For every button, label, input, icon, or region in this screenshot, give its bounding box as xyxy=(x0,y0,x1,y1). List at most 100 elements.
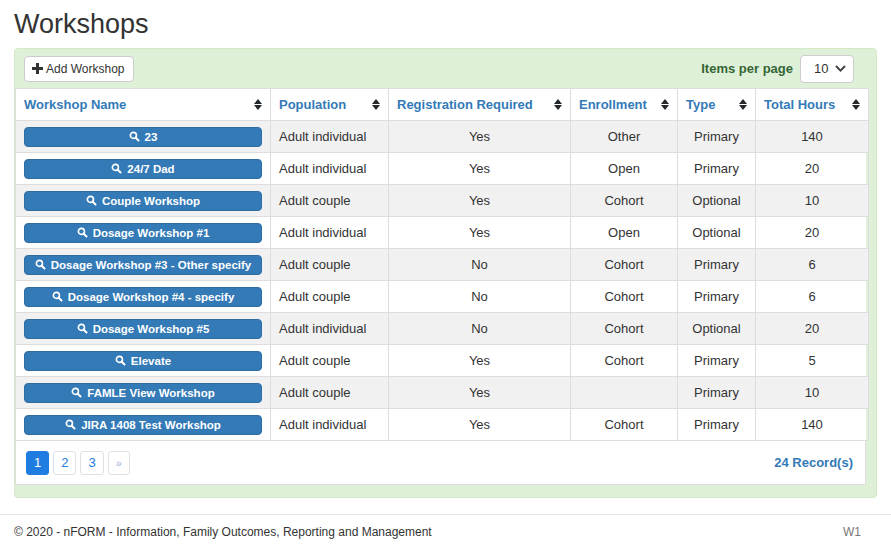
table-row: Dosage Workshop #3 - Other specify Adult … xyxy=(16,249,869,281)
workshop-name-button[interactable]: FAMLE View Workshop xyxy=(24,383,262,403)
sort-icon[interactable] xyxy=(852,99,860,110)
workshop-name-button[interactable]: 23 xyxy=(24,127,262,147)
search-icon xyxy=(129,131,140,142)
search-icon xyxy=(77,323,88,334)
type-cell: Primary xyxy=(678,345,756,377)
sort-icon[interactable] xyxy=(739,99,747,110)
workshop-name-cell: FAMLE View Workshop xyxy=(16,377,271,409)
total-hours-cell: 10 xyxy=(756,185,869,217)
enrollment-cell: Cohort xyxy=(571,313,678,345)
workshop-name-button[interactable]: Couple Workshop xyxy=(24,191,262,211)
table-row: Dosage Workshop #1Adult individualYesOpe… xyxy=(16,217,869,249)
pagination-page-3[interactable]: 3 xyxy=(80,451,103,475)
pagination-page-2[interactable]: 2 xyxy=(53,451,76,475)
type-cell: Primary xyxy=(678,409,756,441)
workshop-name-button[interactable]: Dosage Workshop #1 xyxy=(24,223,262,243)
workshop-name-cell: Dosage Workshop #1 xyxy=(16,217,271,249)
workshop-name-cell: 23 xyxy=(16,121,271,153)
total-hours-cell: 20 xyxy=(756,153,869,185)
type-cell: Primary xyxy=(678,249,756,281)
column-header-population[interactable]: Population xyxy=(271,89,389,121)
workshop-name-button[interactable]: JIRA 1408 Test Workshop xyxy=(24,415,262,435)
sort-icon[interactable] xyxy=(372,99,380,110)
workshop-name-button[interactable]: Dosage Workshop #5 xyxy=(24,319,262,339)
page-footer: © 2020 - nFORM - Information, Family Out… xyxy=(0,515,891,549)
enrollment-cell: Cohort xyxy=(571,409,678,441)
table-footer: 123» 24 Record(s) xyxy=(15,441,866,485)
items-per-page-value: 10 xyxy=(814,61,828,76)
workshop-name-cell: Dosage Workshop #5 xyxy=(16,313,271,345)
workshops-table: Workshop Name Population Registration Requ… xyxy=(15,88,869,441)
workshop-name-label: Elevate xyxy=(131,355,171,367)
sort-icon[interactable] xyxy=(661,99,669,110)
workshop-name-label: Dosage Workshop #1 xyxy=(93,227,210,239)
enrollment-cell: Cohort xyxy=(571,185,678,217)
workshop-name-cell: Couple Workshop xyxy=(16,185,271,217)
population-cell: Adult couple xyxy=(271,249,389,281)
workshop-name-button[interactable]: Dosage Workshop #3 - Other specify xyxy=(24,255,262,275)
population-cell: Adult couple xyxy=(271,185,389,217)
column-label: Total Hours xyxy=(764,97,835,112)
version-label: W1 xyxy=(843,525,861,539)
sort-icon[interactable] xyxy=(254,99,262,110)
workshop-name-button[interactable]: Dosage Workshop #4 - specify xyxy=(24,287,262,307)
workshop-name-button[interactable]: Elevate xyxy=(24,351,262,371)
column-label: Population xyxy=(279,97,346,112)
workshop-name-label: Couple Workshop xyxy=(102,195,200,207)
registration-required-cell: No xyxy=(389,281,571,313)
type-cell: Optional xyxy=(678,217,756,249)
column-header-registration-required[interactable]: Registration Required xyxy=(389,89,571,121)
population-cell: Adult individual xyxy=(271,313,389,345)
enrollment-cell xyxy=(571,377,678,409)
records-count: 24 Record(s) xyxy=(774,455,853,470)
type-cell: Primary xyxy=(678,121,756,153)
search-icon xyxy=(111,163,122,174)
column-label: Workshop Name xyxy=(24,97,126,112)
search-icon xyxy=(52,291,63,302)
column-label: Enrollment xyxy=(579,97,647,112)
population-cell: Adult individual xyxy=(271,409,389,441)
search-icon xyxy=(65,419,76,430)
table-row: 24/7 DadAdult individualYesOpenPrimary20 xyxy=(16,153,869,185)
search-icon xyxy=(35,259,46,270)
plus-icon xyxy=(32,63,43,74)
workshop-name-label: Dosage Workshop #5 xyxy=(93,323,210,335)
workshop-name-button[interactable]: 24/7 Dad xyxy=(24,159,262,179)
workshop-name-cell: JIRA 1408 Test Workshop xyxy=(16,409,271,441)
population-cell: Adult individual xyxy=(271,217,389,249)
workshop-name-cell: Dosage Workshop #4 - specify xyxy=(16,281,271,313)
panel-toolbar: Add Workshop Items per page 10 xyxy=(15,49,876,88)
workshop-name-label: 24/7 Dad xyxy=(127,163,174,175)
pagination-next-button[interactable]: » xyxy=(108,451,130,475)
type-cell: Optional xyxy=(678,313,756,345)
add-workshop-button[interactable]: Add Workshop xyxy=(24,56,134,82)
total-hours-cell: 10 xyxy=(756,377,869,409)
search-icon xyxy=(71,387,82,398)
total-hours-cell: 20 xyxy=(756,217,869,249)
workshop-name-label: JIRA 1408 Test Workshop xyxy=(81,419,221,431)
search-icon xyxy=(86,195,97,206)
type-cell: Primary xyxy=(678,281,756,313)
type-cell: Primary xyxy=(678,377,756,409)
population-cell: Adult couple xyxy=(271,377,389,409)
items-per-page: Items per page 10 xyxy=(701,55,854,83)
chevron-down-icon xyxy=(835,65,846,72)
column-header-total-hours[interactable]: Total Hours xyxy=(756,89,869,121)
pagination-page-1[interactable]: 1 xyxy=(26,451,49,475)
registration-required-cell: Yes xyxy=(389,409,571,441)
copyright-text: © 2020 - nFORM - Information, Family Out… xyxy=(14,525,432,539)
table-row: FAMLE View WorkshopAdult coupleYesPrimar… xyxy=(16,377,869,409)
sort-icon[interactable] xyxy=(554,99,562,110)
workshop-name-cell: 24/7 Dad xyxy=(16,153,271,185)
enrollment-cell: Open xyxy=(571,217,678,249)
table-row: Couple WorkshopAdult coupleYesCohortOpti… xyxy=(16,185,869,217)
enrollment-cell: Cohort xyxy=(571,345,678,377)
pagination: 123» xyxy=(26,451,130,475)
column-header-type[interactable]: Type xyxy=(678,89,756,121)
population-cell: Adult individual xyxy=(271,153,389,185)
workshop-name-label: Dosage Workshop #4 - specify xyxy=(68,291,235,303)
column-header-enrollment[interactable]: Enrollment xyxy=(571,89,678,121)
column-header-workshop-name[interactable]: Workshop Name xyxy=(16,89,271,121)
total-hours-cell: 140 xyxy=(756,121,869,153)
items-per-page-select[interactable]: 10 xyxy=(800,55,854,83)
